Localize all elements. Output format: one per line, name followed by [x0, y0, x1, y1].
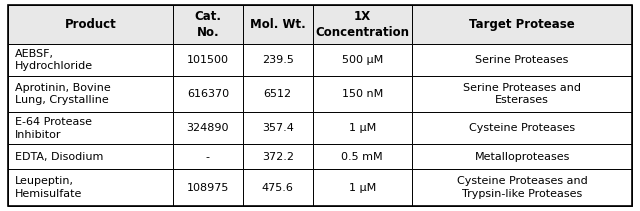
Bar [8, 76, 173, 112]
Text: 101500: 101500 [187, 55, 229, 65]
Text: E-64 Protease
Inhibitor: E-64 Protease Inhibitor [15, 117, 92, 139]
Bar [173, 112, 243, 145]
Text: Mol. Wt.: Mol. Wt. [250, 18, 306, 31]
Text: EDTA, Disodium: EDTA, Disodium [15, 152, 104, 162]
Text: 616370: 616370 [187, 89, 229, 99]
Text: Serine Proteases and
Esterases: Serine Proteases and Esterases [463, 83, 581, 105]
Bar [243, 112, 313, 145]
Bar [412, 76, 632, 112]
Bar [173, 76, 243, 112]
Text: Product: Product [65, 18, 116, 31]
Bar [313, 169, 412, 206]
Text: 475.6: 475.6 [262, 183, 294, 193]
Bar [8, 112, 173, 145]
Bar [243, 44, 313, 76]
Bar [412, 44, 632, 76]
Text: 372.2: 372.2 [262, 152, 294, 162]
Text: 357.4: 357.4 [262, 123, 294, 133]
Bar [313, 112, 412, 145]
Text: 324890: 324890 [187, 123, 229, 133]
Text: 0.5 mM: 0.5 mM [342, 152, 383, 162]
Bar [243, 145, 313, 169]
Text: Cysteine Proteases and
Trypsin-like Proteases: Cysteine Proteases and Trypsin-like Prot… [457, 176, 588, 199]
Bar [313, 145, 412, 169]
Bar [173, 5, 243, 44]
Bar [8, 5, 173, 44]
Text: 108975: 108975 [187, 183, 229, 193]
Bar [412, 5, 632, 44]
Text: 500 μM: 500 μM [342, 55, 383, 65]
Text: Aprotinin, Bovine
Lung, Crystalline: Aprotinin, Bovine Lung, Crystalline [15, 83, 111, 105]
Text: AEBSF,
Hydrochloride: AEBSF, Hydrochloride [15, 49, 93, 71]
Bar [243, 76, 313, 112]
Bar [173, 145, 243, 169]
Text: Target Protease: Target Protease [469, 18, 575, 31]
Text: Serine Proteases: Serine Proteases [476, 55, 569, 65]
Bar [313, 44, 412, 76]
Text: Leupeptin,
Hemisulfate: Leupeptin, Hemisulfate [15, 176, 83, 199]
Text: 150 nM: 150 nM [342, 89, 383, 99]
Text: 239.5: 239.5 [262, 55, 294, 65]
Bar [173, 44, 243, 76]
Bar [412, 145, 632, 169]
Bar [8, 145, 173, 169]
Bar [243, 169, 313, 206]
Bar [412, 169, 632, 206]
Text: Cat.
No.: Cat. No. [195, 10, 221, 39]
Bar [8, 44, 173, 76]
Text: 6512: 6512 [264, 89, 292, 99]
Text: -: - [206, 152, 210, 162]
Text: Metalloproteases: Metalloproteases [474, 152, 570, 162]
Bar [313, 5, 412, 44]
Text: 1X
Concentration: 1X Concentration [316, 10, 409, 39]
Bar [412, 112, 632, 145]
Bar [313, 76, 412, 112]
Bar [8, 169, 173, 206]
Text: Cysteine Proteases: Cysteine Proteases [469, 123, 575, 133]
Bar [243, 5, 313, 44]
Bar [173, 169, 243, 206]
Text: 1 μM: 1 μM [349, 183, 376, 193]
Text: 1 μM: 1 μM [349, 123, 376, 133]
